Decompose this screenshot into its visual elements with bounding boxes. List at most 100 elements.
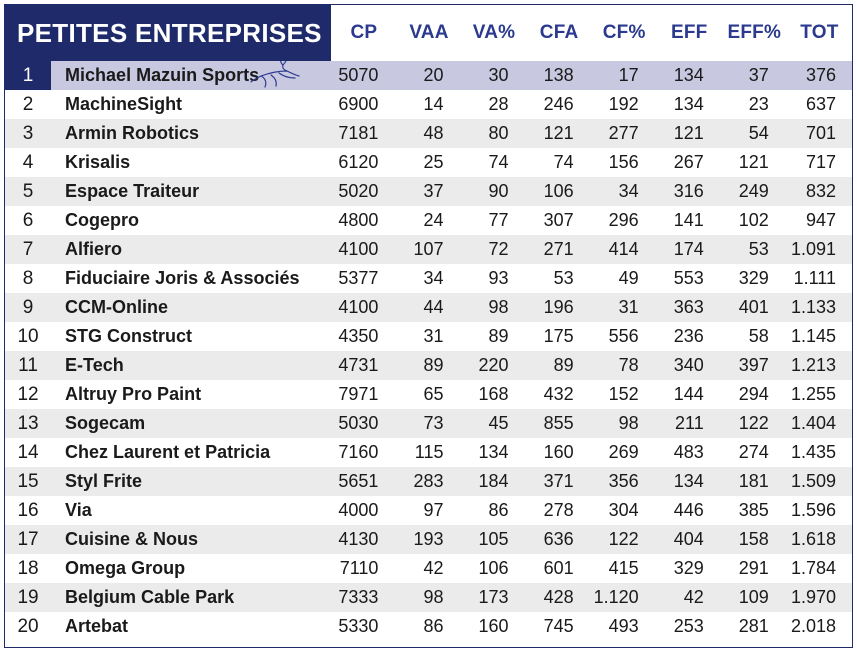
company-name-cell: E-Tech: [51, 351, 332, 380]
va-pct-cell: 93: [488, 268, 509, 288]
company-name-cell: Styl Frite: [51, 467, 332, 496]
company-name: E-Tech: [65, 355, 124, 376]
rank-cell: 16: [17, 499, 39, 521]
cp-cell: 4100: [331, 293, 397, 322]
va-pct-cell: 184: [461, 467, 527, 496]
tot-cell: 1.509: [786, 467, 852, 496]
company-name-text: Chez Laurent et Patricia: [65, 442, 271, 462]
eff-pct-cell: 385: [738, 500, 769, 520]
company-name-text: Michael Mazuin Sports: [65, 65, 260, 85]
column-header-eff-pct: EFF%: [721, 5, 787, 61]
cfa-cell: 278: [543, 500, 574, 520]
cp-cell: 4800: [338, 210, 379, 230]
cf-pct-cell: 49: [618, 268, 639, 288]
company-name-cell: Cogepro: [51, 206, 331, 235]
cf-pct-cell: 98: [591, 409, 657, 438]
cfa-cell: 138: [526, 61, 592, 90]
cp-cell: 5330: [338, 616, 379, 636]
vaa-cell: 14: [423, 94, 444, 114]
eff-pct-cell: 109: [721, 583, 787, 612]
table-row: 3 Armin Robotics 7181 48 80 121 277 121 54 701: [5, 119, 852, 148]
column-header-cp: CP: [331, 5, 397, 61]
cf-pct-cell: 304: [608, 500, 639, 520]
tot-cell: 637: [805, 94, 836, 114]
cp-cell: 7160: [338, 442, 379, 462]
eff-cell: 316: [656, 177, 722, 206]
company-name-text: E-Tech: [65, 355, 124, 375]
va-pct-cell: 105: [461, 525, 527, 554]
eff-pct-cell: 181: [721, 467, 787, 496]
eff-cell: 141: [673, 210, 704, 230]
company-name: Cogepro: [65, 210, 139, 231]
table-row: 11 E-Tech 4731 89 220 89 78 340 397 1.213: [5, 351, 852, 380]
company-name-text: Omega Group: [65, 558, 186, 578]
eff-pct-cell: 274: [738, 442, 769, 462]
vaa-cell: 44: [396, 293, 462, 322]
eff-cell: 134: [656, 467, 722, 496]
company-name-cell: STG Construct: [51, 322, 331, 351]
company-name-cell: Alfiero: [51, 235, 332, 264]
eff-cell: 42: [656, 583, 722, 612]
rank-cell: 19: [5, 583, 52, 612]
cf-pct-cell: 269: [608, 442, 639, 462]
va-pct-cell: 106: [478, 558, 509, 578]
cf-pct-cell: 152: [608, 384, 639, 404]
cp-cell: 5020: [331, 177, 397, 206]
cfa-cell: 428: [526, 583, 592, 612]
company-name-cell: Omega Group: [51, 554, 331, 583]
company-name-text: Armin Robotics: [65, 123, 200, 143]
va-pct-cell: 160: [478, 616, 509, 636]
table-row: 10 STG Construct 4350 31 89 175 556 236 58 1.145: [5, 322, 852, 351]
eff-cell: 553: [673, 268, 704, 288]
tot-cell: 1.213: [786, 351, 852, 380]
rank-cell: 9: [5, 293, 52, 322]
ranking-table: PETITES ENTREPRISES CP VAA VA% CFA CF% E…: [5, 5, 852, 641]
cf-pct-cell: 122: [591, 525, 657, 554]
va-pct-cell: 74: [488, 152, 509, 172]
va-pct-cell: 220: [461, 351, 527, 380]
eff-cell: 363: [656, 293, 722, 322]
eff-pct-cell: 329: [738, 268, 769, 288]
cf-pct-cell: 415: [608, 558, 639, 578]
rank-cell: 11: [5, 351, 52, 380]
rank-cell: 1: [5, 61, 52, 90]
cfa-cell: 160: [543, 442, 574, 462]
eff-pct-cell: 102: [738, 210, 769, 230]
vaa-cell: 31: [423, 326, 444, 346]
cfa-cell: 196: [526, 293, 592, 322]
va-pct-cell: 98: [461, 293, 527, 322]
rank-cell: 13: [5, 409, 52, 438]
cp-cell: 7110: [339, 558, 379, 578]
company-name: Omega Group: [65, 558, 185, 579]
company-name: Espace Traiteur: [65, 181, 199, 202]
va-pct-cell: 72: [461, 235, 527, 264]
cf-pct-cell: 277: [591, 119, 657, 148]
tot-cell: 1.091: [786, 235, 852, 264]
company-name: CCM-Online: [65, 297, 168, 318]
vaa-cell: 89: [396, 351, 462, 380]
rank-cell: 14: [17, 441, 39, 463]
eff-pct-cell: 249: [721, 177, 787, 206]
rank-cell: 3: [5, 119, 52, 148]
va-pct-cell: 90: [461, 177, 527, 206]
company-name-cell: Cuisine & Nous: [51, 525, 332, 554]
tot-cell: 1.618: [786, 525, 852, 554]
cfa-cell: 246: [543, 94, 574, 114]
rank-cell: 12: [17, 383, 39, 405]
rank-cell: 2: [22, 93, 34, 115]
company-name-cell: Via: [51, 496, 331, 525]
cp-cell: 6120: [338, 152, 379, 172]
cfa-cell: 53: [553, 268, 574, 288]
cp-cell: 4731: [331, 351, 397, 380]
vaa-cell: 283: [396, 467, 462, 496]
cp-cell: 7181: [331, 119, 397, 148]
company-name-text: Via: [65, 500, 92, 520]
company-name: Altruy Pro Paint: [65, 384, 201, 405]
vaa-cell: 97: [423, 500, 444, 520]
company-name-text: CCM-Online: [65, 297, 169, 317]
table-row: 1 Michael Mazuin Sports 5070 20 30 138 17 134 37…: [5, 61, 852, 90]
column-header-tot: TOT: [786, 5, 852, 61]
cf-pct-cell: 296: [608, 210, 639, 230]
cp-cell: 5377: [338, 268, 379, 288]
va-pct-cell: 45: [461, 409, 527, 438]
